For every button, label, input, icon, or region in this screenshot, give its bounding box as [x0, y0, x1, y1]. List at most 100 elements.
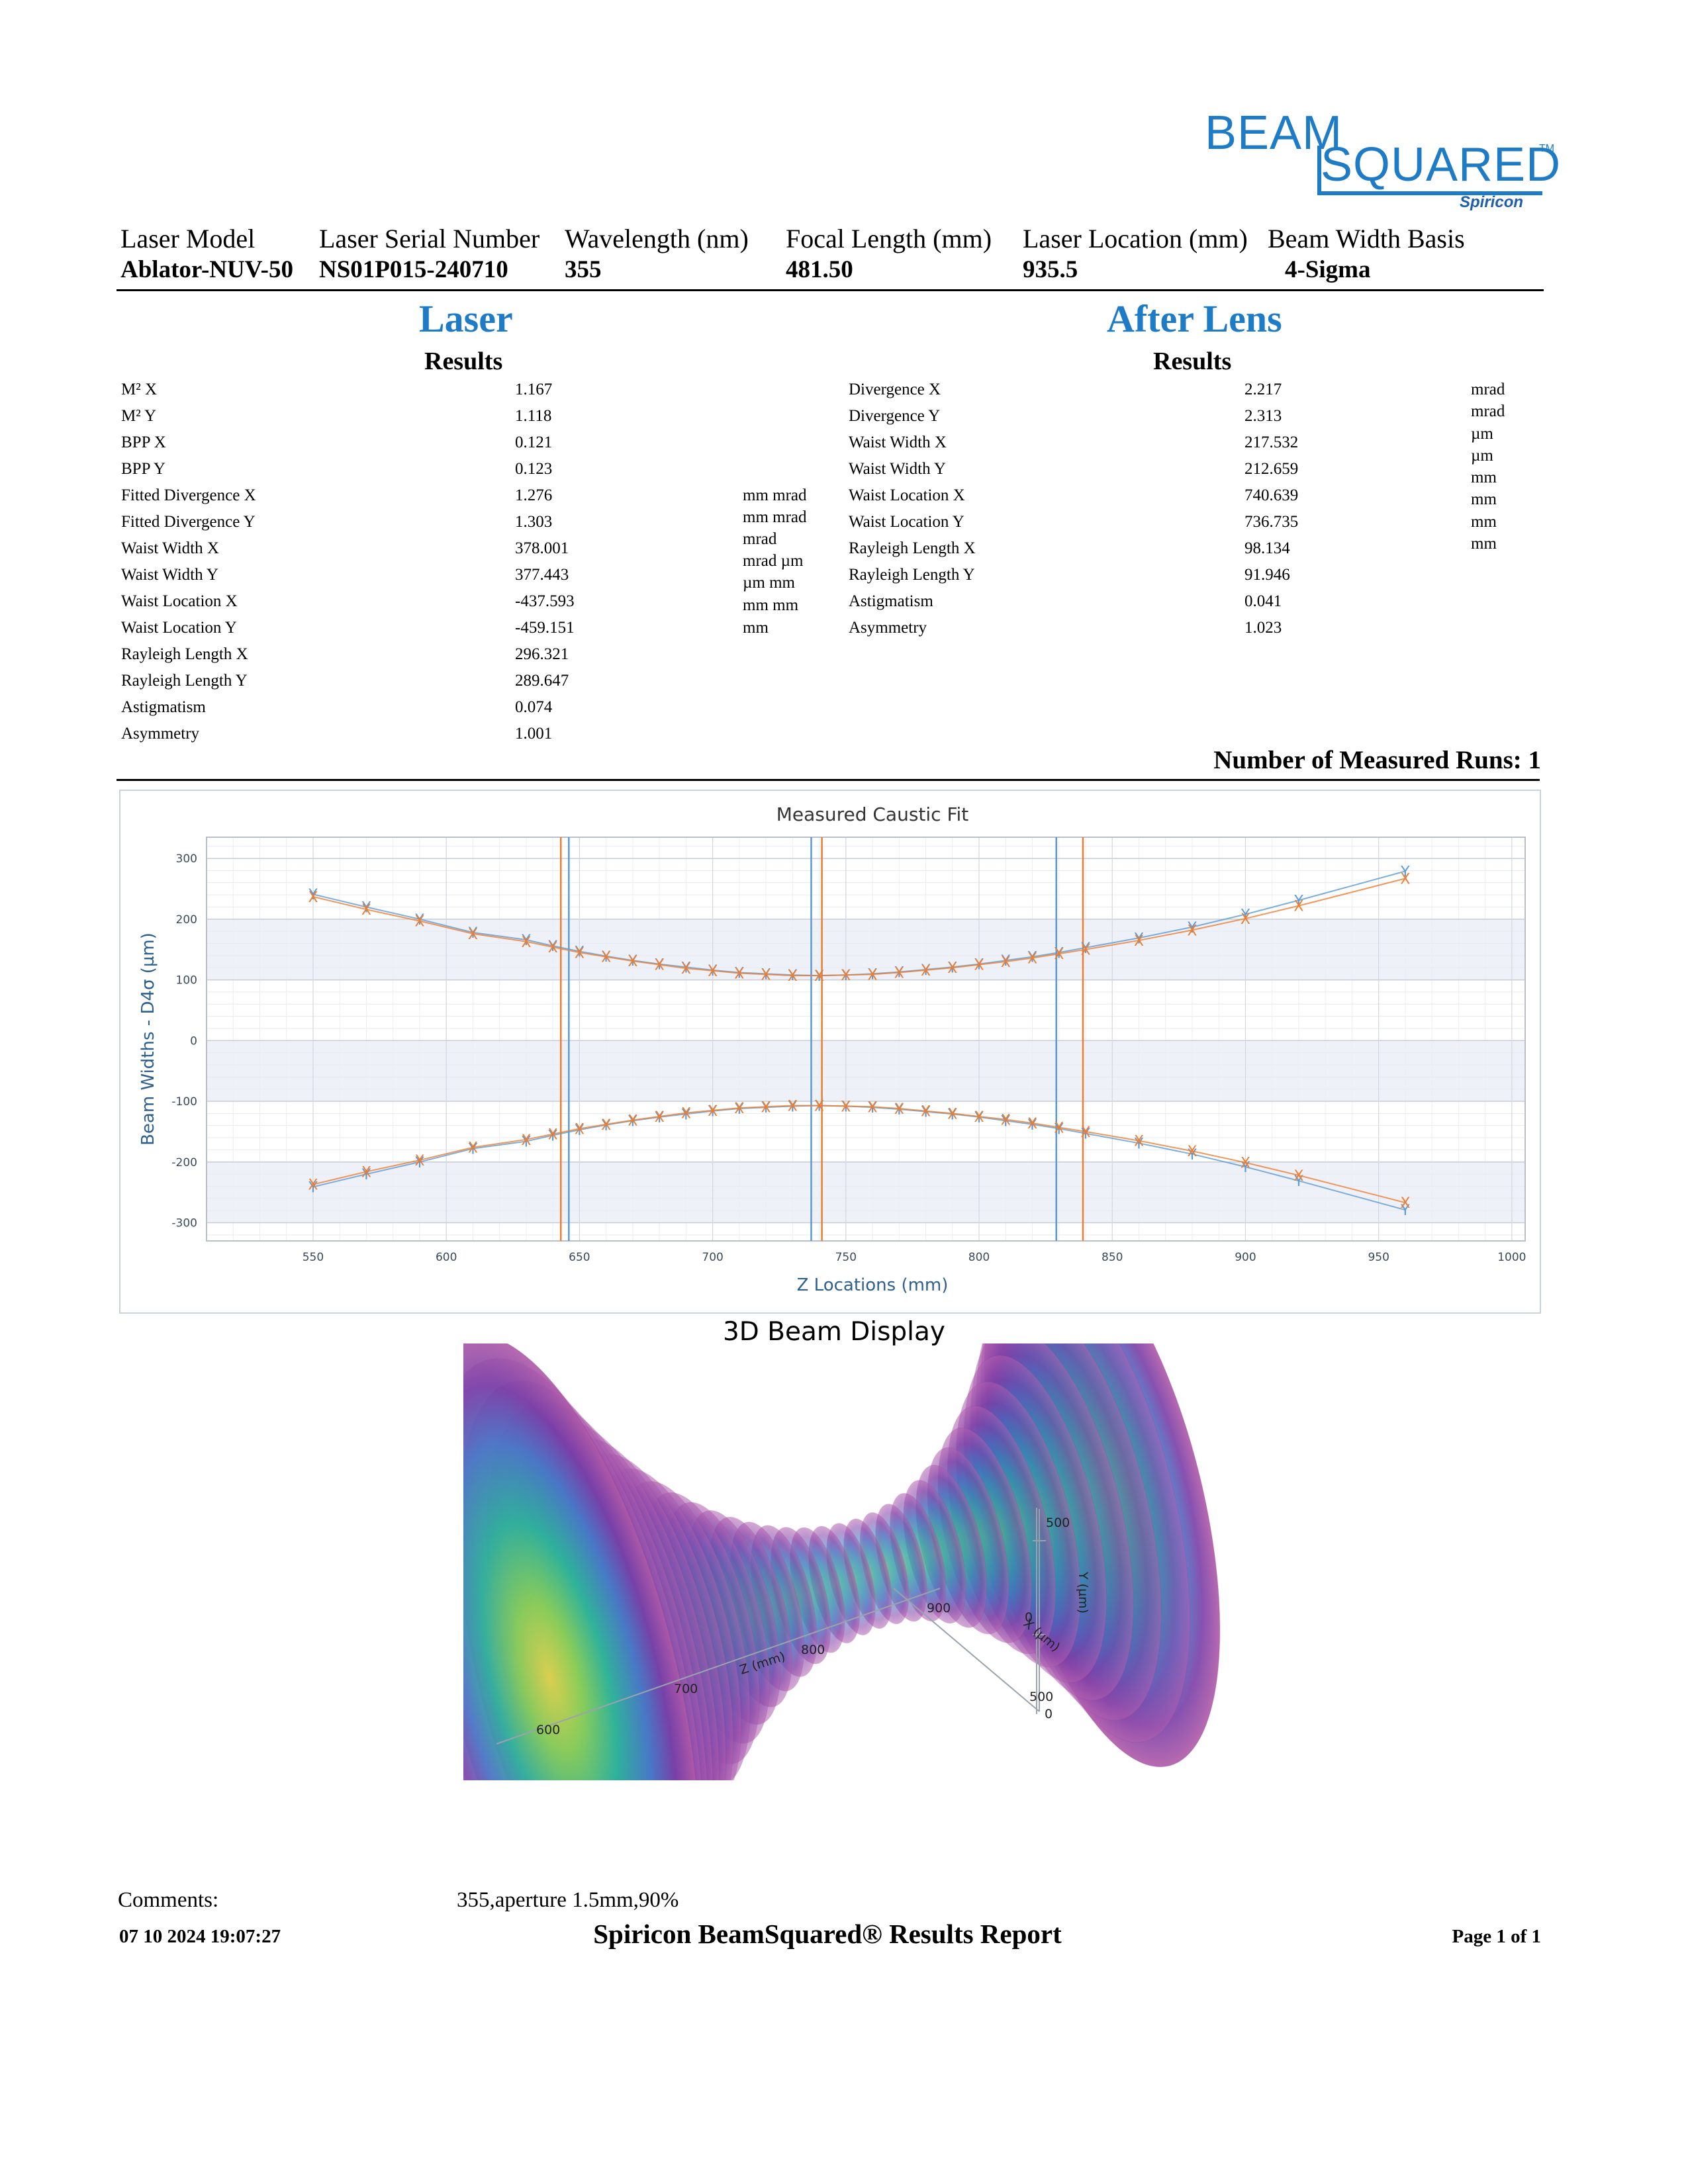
data-point-x: Y [867, 1100, 877, 1116]
y-tick-label: -100 [171, 1095, 197, 1109]
data-point-y: X [1241, 1156, 1250, 1172]
data-point-x: Y [947, 1107, 957, 1123]
data-point-x: Y [841, 1099, 851, 1115]
after-lens-unit: mm [1471, 513, 1497, 531]
z-tick-600: 600 [536, 1723, 560, 1737]
logo-bracket-underline [1317, 191, 1542, 195]
data-point-x: Y [521, 1134, 531, 1151]
data-point-x: Y [1400, 864, 1410, 880]
data-point-y: X [308, 1177, 318, 1194]
data-point-x: Y [308, 887, 318, 903]
y-tick-0: 0 [1045, 1707, 1053, 1721]
laser-row-value: -437.593 [515, 592, 575, 610]
after-lens-row-name: Divergence Y [849, 407, 941, 425]
data-point-y: X [1187, 923, 1197, 939]
header-label-laser-model: Laser Model [120, 224, 256, 253]
data-point-x: Y [974, 1110, 984, 1126]
laser-row-value: 1.001 [515, 725, 553, 743]
laser-row-value: 1.118 [515, 407, 552, 425]
plot-band [207, 1040, 1525, 1102]
data-point-x: Y [921, 1105, 931, 1121]
data-point-y: X [414, 1153, 424, 1169]
data-point-x: Y [521, 933, 531, 949]
data-point-y: X [947, 960, 957, 977]
data-point-y: X [1187, 1144, 1197, 1160]
data-point-y: X [548, 1127, 558, 1144]
data-point-y: X [894, 966, 904, 982]
after-lens-row-name: Divergence X [849, 381, 941, 398]
laser-row-name: Rayleigh Length Y [121, 672, 248, 690]
z-axis-line [496, 1588, 941, 1745]
data-point-y: X [601, 1117, 611, 1134]
data-point-y: X [681, 961, 691, 978]
header-label-beam-width-basis: Beam Width Basis [1268, 224, 1465, 253]
data-point-y: X [841, 968, 851, 984]
data-point-y: X [1241, 911, 1250, 928]
logo-spiricon: Spiricon [1460, 193, 1524, 211]
after-lens-unit: µm [1471, 425, 1493, 443]
logo-squared-text: SQUARED [1321, 138, 1562, 191]
x-axis-label: Z Locations (mm) [797, 1275, 949, 1295]
data-point-y: X [628, 954, 637, 970]
laser-row-value: 1.276 [515, 486, 553, 504]
fit-line-y [312, 878, 1406, 977]
laser-row-value: 1.167 [515, 381, 553, 398]
after-lens-row-name: Waist Location Y [849, 513, 964, 531]
after-lens-row-value: 217.532 [1244, 433, 1299, 451]
y-axis-label: Beam Widths - D4σ (µm) [138, 933, 158, 1146]
data-point-y: X [548, 940, 558, 956]
data-point-y: X [1001, 954, 1011, 971]
data-point-y: X [734, 1101, 744, 1117]
x-tick-label: 750 [835, 1251, 857, 1264]
data-point-x: Y [814, 968, 824, 985]
plot-band [207, 919, 1525, 980]
data-point-y: X [1027, 951, 1037, 968]
data-point-x: Y [575, 1122, 585, 1139]
plot-area [206, 837, 1526, 1242]
data-point-y: X [1054, 1120, 1064, 1136]
data-point-x: Y [1027, 1117, 1037, 1134]
laser-row-value: 0.123 [515, 460, 553, 478]
y-tick-label: 100 [176, 974, 197, 987]
data-point-y: X [575, 945, 585, 962]
laser-row-name: Waist Location X [121, 592, 238, 610]
after-lens-unit: mm [1471, 535, 1497, 553]
after-lens-row-value: 2.217 [1244, 381, 1282, 398]
laser-row-name: Fitted Divergence X [121, 486, 256, 504]
data-point-y: X [788, 968, 798, 985]
laser-unit: mrad µm [743, 552, 804, 570]
after-lens-row-value: 0.041 [1244, 592, 1282, 610]
data-point-x: Y [547, 1128, 557, 1144]
x-tick-label: 700 [702, 1251, 723, 1264]
data-point-y: X [655, 1109, 665, 1126]
laser-row-value: -459.151 [515, 619, 575, 637]
page-number: Page 1 of 1 [1452, 1926, 1542, 1947]
laser-row-name: M² Y [121, 407, 157, 425]
data-point-y: X [841, 1099, 851, 1115]
z-tick-800: 800 [801, 1643, 825, 1657]
data-point-y: X [868, 1099, 878, 1116]
measured-runs-count: Number of Measured Runs: 1 [1213, 746, 1541, 774]
data-point-x: Y [1080, 940, 1090, 957]
after-lens-row-value: 740.639 [1244, 486, 1299, 504]
laser-row-value: 296.321 [515, 645, 569, 663]
after-lens-row-name: Astigmatism [849, 592, 933, 610]
report-date: 07 10 2024 19:07:27 [119, 1926, 281, 1947]
data-point-y: X [921, 1104, 931, 1120]
x-tick-label: 650 [569, 1251, 590, 1264]
after-lens-row-value: 2.313 [1244, 407, 1282, 425]
plot-band [207, 1161, 1525, 1223]
laser-row-value: 377.443 [515, 566, 569, 584]
data-point-y: X [575, 1121, 585, 1138]
after-lens-results-subtitle: Results [1153, 347, 1232, 375]
beam-3d-axes [496, 1508, 1046, 1745]
data-point-x: Y [841, 968, 851, 984]
y-tick-label: 0 [190, 1034, 197, 1048]
data-point-x: Y [1400, 1203, 1410, 1219]
data-point-y: X [681, 1105, 691, 1122]
data-point-y: X [414, 914, 424, 931]
data-point-y: X [655, 958, 665, 974]
beamsquared-logo: BEAM SQUARED TM Spiricon [1205, 106, 1560, 218]
x-tick-label: 800 [968, 1251, 990, 1264]
data-point-x: Y [814, 1098, 824, 1115]
